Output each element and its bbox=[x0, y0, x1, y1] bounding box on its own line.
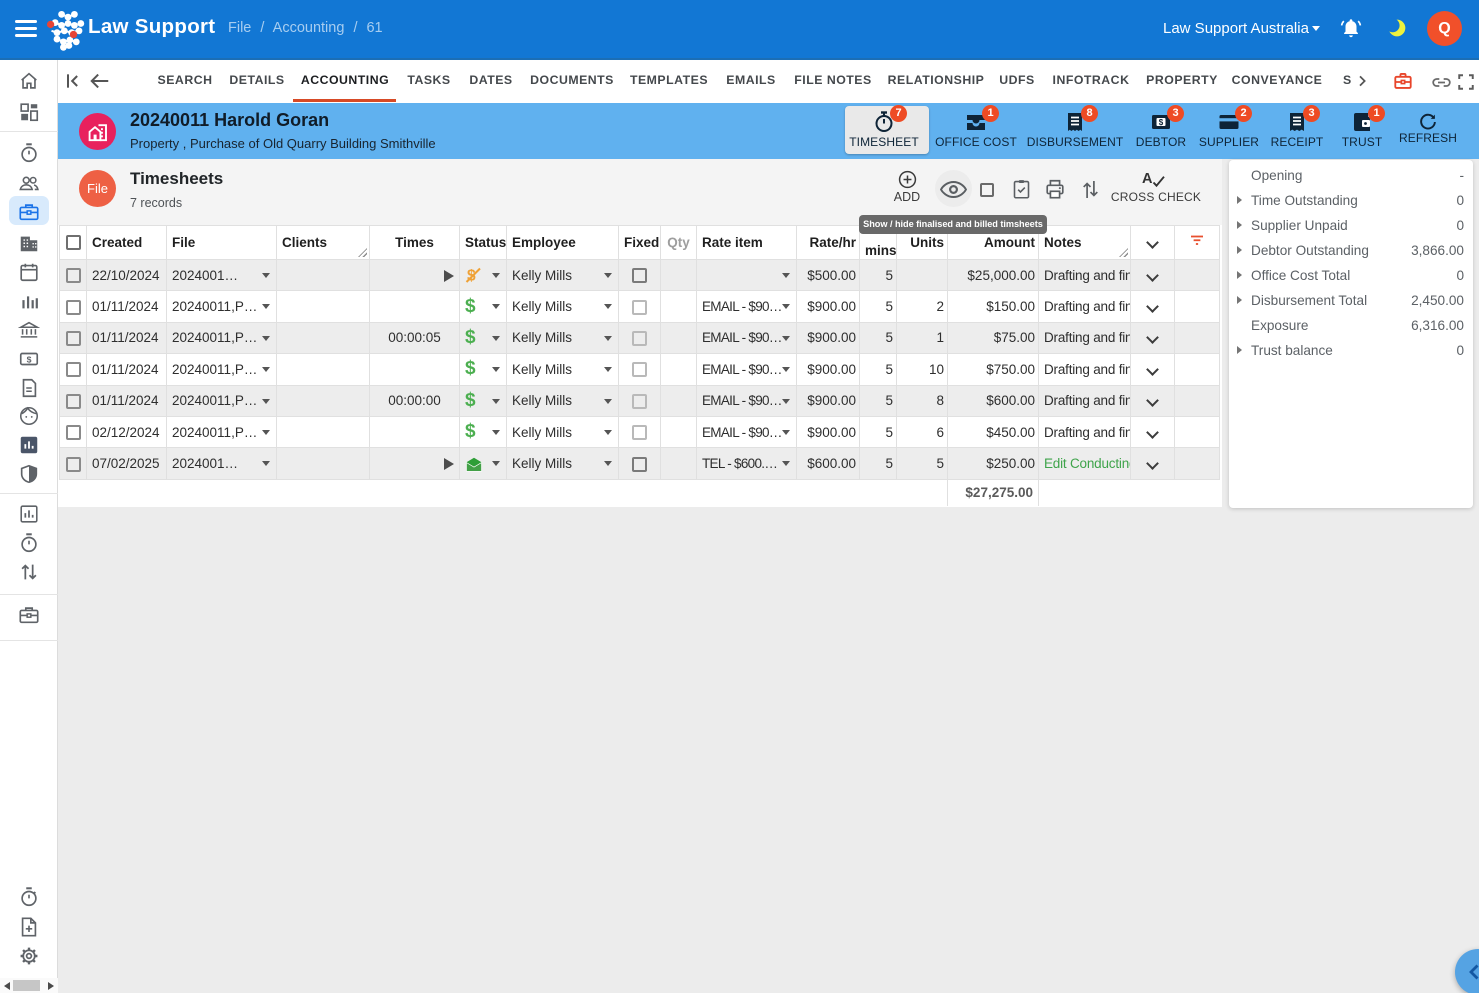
svg-text:$: $ bbox=[27, 355, 32, 365]
svg-text:A: A bbox=[1142, 171, 1153, 187]
svg-text:$: $ bbox=[1159, 118, 1164, 127]
